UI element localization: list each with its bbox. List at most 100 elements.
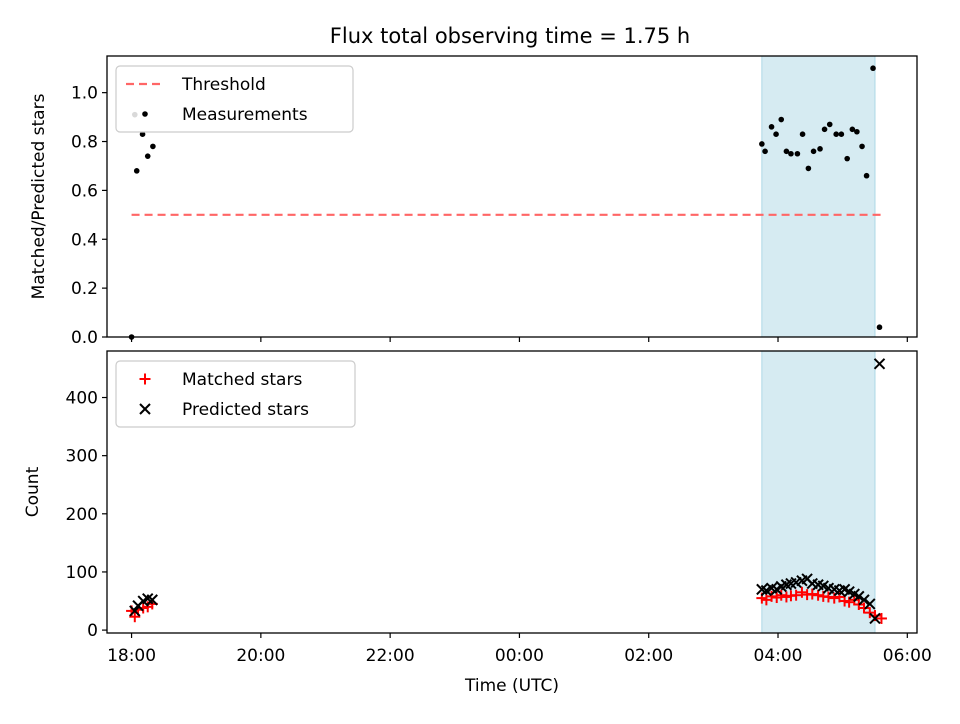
x-b xyxy=(139,403,151,415)
legend-frame xyxy=(115,360,356,428)
measurement-point xyxy=(854,128,860,135)
matched-star-point xyxy=(812,589,824,601)
predicted-star-point xyxy=(858,594,870,606)
x-axis-label: Time (UTC) xyxy=(464,676,559,696)
axes-frame xyxy=(106,350,918,634)
x-tick-label: 22:00 xyxy=(366,646,415,666)
x-b xyxy=(858,594,870,606)
panel-bottom: 0 100 200 300 400 18:00 20:00 22:00 00:00 02:00 04… xyxy=(23,350,932,696)
x-b xyxy=(765,582,778,594)
x-b xyxy=(817,580,829,592)
matched-star-point xyxy=(790,589,802,601)
x-tick-label: 00:00 xyxy=(495,646,544,666)
legend-frame xyxy=(115,65,354,133)
predicted-star-point xyxy=(873,358,886,370)
measurement-point xyxy=(859,143,865,150)
measurement-point xyxy=(826,121,833,128)
y-axis-label: Matched/Predicted stars xyxy=(29,93,49,299)
observing-span xyxy=(761,55,876,338)
matched-star-point xyxy=(129,611,141,623)
measurement-point xyxy=(833,131,839,137)
legend-matched-swatch xyxy=(139,373,151,385)
y-tick-label: 0.8 xyxy=(71,133,98,153)
x-b xyxy=(853,590,865,603)
predicted-star-point xyxy=(869,612,881,625)
x-b xyxy=(142,592,154,605)
measurement-point xyxy=(876,324,883,331)
y-tick-label: 100 xyxy=(66,563,98,583)
y-tick-label: 0.6 xyxy=(71,181,98,201)
x-tick-label: 06:00 xyxy=(883,646,932,666)
axes-frame xyxy=(106,55,918,338)
x-b xyxy=(806,577,818,590)
measurement-point xyxy=(788,150,794,157)
y-tick-label: 0.2 xyxy=(71,279,98,299)
measurement-point xyxy=(844,155,850,162)
measurement-point xyxy=(150,143,156,150)
y-tick-label: 1.0 xyxy=(71,84,98,104)
x-b xyxy=(812,579,824,591)
predicted-star-point xyxy=(864,598,876,610)
matched-star-point xyxy=(766,590,778,602)
x-tick-label: 04:00 xyxy=(754,646,803,666)
figure-title: Flux total observing time = 1.75 h xyxy=(330,24,690,48)
measurement-point xyxy=(133,168,140,174)
predicted-star-point xyxy=(129,605,141,617)
y-tick-label: 400 xyxy=(66,389,98,409)
predicted-star-point xyxy=(146,594,158,606)
measurement-point xyxy=(799,131,806,137)
panel-top: 0.0 0.2 0.4 0.6 0.8 1.0 Matched/Predicted star… xyxy=(29,55,918,348)
measurement-point xyxy=(778,116,785,123)
x-b xyxy=(843,586,855,598)
x-b xyxy=(129,605,141,617)
x-b xyxy=(848,588,861,600)
x-b xyxy=(864,598,876,610)
x-b xyxy=(146,594,158,606)
measurement-point xyxy=(849,126,856,133)
y-tick-label: 200 xyxy=(66,505,98,525)
legend: Threshold Measurements xyxy=(115,65,354,133)
legend-predicted-swatch xyxy=(139,403,151,415)
measurement-point xyxy=(759,141,765,147)
measurement-point xyxy=(810,148,817,155)
measurement-point xyxy=(773,131,779,137)
matched-star-point xyxy=(822,591,834,603)
measurement-point xyxy=(838,131,845,137)
predicted-star-point xyxy=(853,590,865,603)
matched-star-point xyxy=(796,586,808,598)
measurement-point xyxy=(805,165,812,172)
matched-star-point xyxy=(858,602,870,614)
measurement-point xyxy=(762,148,768,155)
legend-label: Matched stars xyxy=(182,370,302,390)
legend-label: Threshold xyxy=(181,75,266,95)
measurement-point xyxy=(139,131,146,137)
x-b xyxy=(822,582,835,594)
y-tick-label: 0.0 xyxy=(71,328,98,348)
legend-label: Predicted stars xyxy=(182,400,309,420)
legend-label: Measurements xyxy=(182,105,308,125)
x-tick-label: 02:00 xyxy=(624,646,673,666)
x-b xyxy=(828,583,840,596)
x-b xyxy=(869,612,881,625)
x-b xyxy=(873,358,886,370)
y-axis-label: Count xyxy=(23,466,43,517)
measurement-point xyxy=(768,124,775,130)
measurement-point xyxy=(870,65,876,72)
matched-star-point xyxy=(806,588,818,600)
measurement-point xyxy=(863,172,870,179)
y-tick-label: 0 xyxy=(87,621,98,641)
measurement-point xyxy=(783,148,790,155)
matched-star-point xyxy=(775,589,787,601)
legend: Matched stars Predicted stars xyxy=(115,360,356,428)
matched-star-point xyxy=(875,612,887,624)
legend-measurement-swatch xyxy=(142,111,148,117)
x-b xyxy=(756,583,768,596)
y-tick-label: 0.4 xyxy=(71,230,98,250)
measurement-point xyxy=(794,150,801,157)
x-tick-label: 20:00 xyxy=(236,646,285,666)
y-tick-label: 300 xyxy=(66,447,98,467)
measurement-point xyxy=(821,126,828,133)
x-tick-label: 18:00 xyxy=(107,646,156,666)
